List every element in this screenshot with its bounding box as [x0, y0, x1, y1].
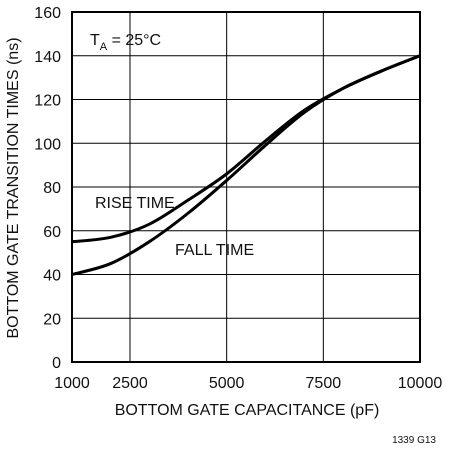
y-tick-label: 120: [34, 93, 61, 110]
x-tick-label: 5000: [209, 375, 245, 392]
grid-lines: [72, 12, 420, 362]
y-tick-label: 20: [43, 311, 61, 328]
fall-time-line: [71, 54, 421, 276]
x-tick-label: 10000: [398, 375, 443, 392]
y-tick-label: 100: [34, 136, 61, 153]
y-tick-label: 140: [34, 49, 61, 66]
x-tick-label: 7500: [306, 375, 342, 392]
y-tick-label: 60: [43, 224, 61, 241]
x-tick-label: 1000: [54, 375, 90, 392]
x-tick-labels: 1000 2500 5000 7500 10000: [54, 375, 442, 392]
temperature-annotation: TA = 25°C: [90, 32, 161, 53]
series-lines: [71, 54, 421, 276]
y-axis-title: BOTTOM GATE TRANSITION TIMES (ns): [5, 37, 22, 338]
figure-id: 1339 G13: [392, 435, 436, 446]
y-tick-label: 0: [52, 355, 61, 372]
y-tick-label: 80: [43, 180, 61, 197]
x-axis-title: BOTTOM GATE CAPACITANCE (pF): [115, 402, 380, 419]
rise-time-line: [71, 54, 421, 244]
plot-frame: [71, 11, 421, 363]
x-tick-label: 2500: [112, 375, 148, 392]
y-tick-label: 160: [34, 5, 61, 22]
rise-time-label: RISE TIME: [95, 195, 175, 212]
y-tick-labels: 0 20 40 60 80 100 120 140 160: [34, 5, 61, 372]
y-tick-label: 40: [43, 268, 61, 285]
fall-time-label: FALL TIME: [175, 242, 254, 259]
